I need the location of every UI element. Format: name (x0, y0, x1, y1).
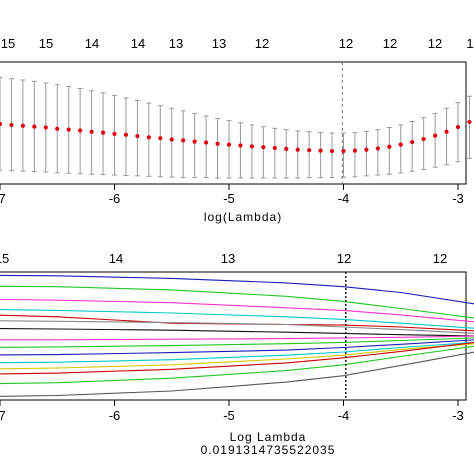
coef-x-axis: -7 -6 -5 -4 -3 (0, 400, 464, 423)
cv-top-label: 1 (466, 36, 473, 51)
cv-top-label: 14 (85, 36, 99, 51)
coef-top-label: 12 (337, 251, 351, 266)
coef-path-line (0, 341, 474, 364)
cv-point (284, 146, 289, 151)
coef-path-line (0, 339, 474, 356)
coef-paths (0, 274, 474, 397)
cv-point (112, 131, 117, 137)
cv-point (318, 148, 323, 153)
cv-point (181, 138, 186, 143)
coef-x-tick-label: -4 (338, 408, 350, 423)
cv-x-tick-label: -3 (452, 191, 464, 206)
cv-point (226, 142, 232, 147)
cv-plot-frame (0, 61, 467, 185)
cv-top-label: 14 (131, 36, 145, 51)
cv-point (146, 135, 151, 140)
coef-path-line (0, 345, 474, 385)
cv-top-label: 15 (1, 36, 15, 51)
coef-x-tick-label: -6 (109, 408, 121, 423)
cv-point (169, 137, 174, 142)
cv-point (9, 122, 14, 128)
cv-point (135, 133, 140, 139)
cv-point (272, 145, 277, 151)
coef-x-axis-title: Log Lambda (230, 430, 307, 444)
coef-path-line (0, 274, 474, 305)
coef-top-label: 12 (433, 251, 447, 266)
cv-x-tick-label: -4 (338, 191, 350, 206)
cv-point (123, 132, 129, 137)
cv-point (295, 147, 300, 152)
cv-point (238, 143, 243, 148)
coef-path-line (0, 285, 474, 319)
cv-top-label: 12 (339, 36, 353, 51)
cv-point (89, 129, 94, 134)
coef-path-line (0, 328, 474, 337)
cv-x-axis-title: log(Lambda) (204, 210, 282, 224)
coef-path-line (0, 341, 474, 375)
cv-point (0, 121, 3, 127)
coef-x-tick-label: -3 (452, 408, 464, 423)
cv-point (329, 148, 335, 154)
cv-point (43, 125, 48, 130)
coef-path-line (0, 337, 474, 348)
cv-point (66, 127, 71, 132)
cv-point (32, 124, 37, 129)
cv-point (204, 140, 209, 145)
coef-x-axis-subtitle: 0.0191314735522035 (201, 443, 336, 457)
coef-plot-frame (0, 271, 467, 401)
cv-points (0, 119, 472, 154)
cv-top-label: 12 (255, 36, 269, 51)
cv-point (55, 126, 60, 131)
coef-x-tick-label: -5 (223, 408, 235, 423)
coef-x-tick-label: -7 (0, 408, 6, 423)
coef-path-line (0, 309, 474, 329)
coef-path-line (0, 320, 474, 334)
cv-point (375, 146, 380, 151)
cv-point (433, 133, 438, 138)
cv-top-label: 13 (169, 36, 183, 51)
coef-top-label: 13 (221, 251, 235, 266)
cv-point (249, 144, 254, 149)
cv-point (307, 148, 312, 153)
cv-point (78, 128, 83, 133)
cv-point (398, 142, 403, 147)
cv-point (100, 130, 106, 135)
coef-path-line (0, 314, 474, 332)
cv-point (467, 119, 472, 125)
cv-top-axis-labels: 15 15 14 14 13 13 12 12 12 12 1 (1, 36, 474, 51)
cv-error-bars (0, 76, 472, 179)
cv-x-axis: -7 -6 -5 -4 -3 (0, 184, 464, 206)
cv-panel: 15 15 14 14 13 13 12 12 12 12 1 -7 -6 -5 -4 -3 log(Lam… (0, 36, 474, 224)
cv-point (421, 136, 426, 142)
cv-point (410, 139, 415, 145)
coef-top-label: 14 (109, 251, 123, 266)
cv-top-label: 12 (428, 36, 442, 51)
cv-x-tick-label: -7 (0, 191, 6, 206)
coef-panel: 15 14 13 12 12 -7 -6 -5 -4 -3 Log Lambda 0.01913… (0, 251, 474, 457)
cv-point (352, 148, 358, 153)
cv-point (158, 136, 163, 141)
cv-point (364, 147, 369, 152)
coef-path-line (0, 343, 474, 370)
cv-top-label: 13 (212, 36, 226, 51)
cv-point (455, 124, 461, 130)
coef-top-axis-labels: 15 14 13 12 12 (0, 251, 447, 266)
cv-point (215, 141, 220, 146)
cv-point (387, 144, 392, 149)
cv-top-label: 15 (39, 36, 53, 51)
cv-point (20, 123, 25, 128)
coef-path-line (0, 335, 474, 341)
cv-point (261, 145, 266, 150)
cv-point (444, 129, 449, 134)
cv-point (341, 148, 346, 154)
cv-point (192, 139, 197, 144)
coef-top-label: 15 (0, 251, 9, 266)
cv-top-label: 12 (383, 36, 397, 51)
cv-x-tick-label: -6 (109, 191, 121, 206)
cv-x-tick-label: -5 (223, 191, 235, 206)
coef-path-line (0, 298, 474, 323)
coef-path-line (0, 351, 474, 397)
